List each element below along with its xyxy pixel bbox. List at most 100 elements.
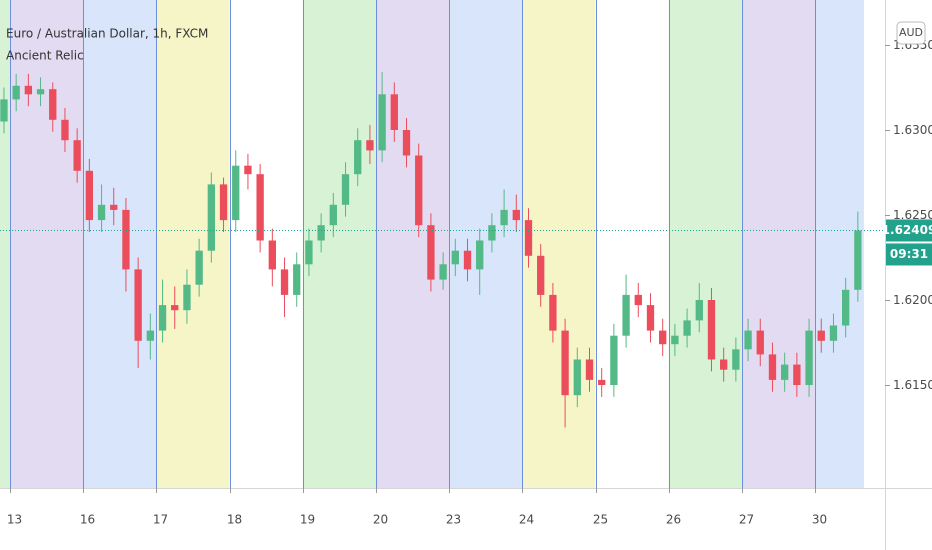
candle-body — [488, 225, 496, 241]
day-band — [741, 0, 816, 488]
candle-body — [85, 170, 94, 221]
x-tick-label: 18 — [227, 513, 242, 527]
x-tick-label: 30 — [812, 513, 827, 527]
candle-body — [829, 325, 838, 341]
chart-title: Euro / Australian Dollar, 1h, FXCM — [6, 27, 208, 41]
candle-body — [36, 89, 45, 95]
x-tick-label: 23 — [446, 513, 461, 527]
indicator-name: Ancient Relic — [6, 49, 84, 63]
candle-body — [232, 165, 240, 221]
candle-body — [744, 330, 752, 350]
candle-body — [183, 284, 191, 311]
candle-body — [622, 294, 630, 336]
y-tick-label: 1.61500 — [893, 378, 932, 392]
candle-body — [524, 220, 533, 256]
candle-body — [280, 269, 289, 295]
band-separators — [10, 0, 816, 488]
candle-body — [659, 330, 667, 345]
candle-body — [500, 209, 508, 226]
candle-body — [683, 320, 691, 336]
x-tick-label: 26 — [666, 513, 681, 527]
day-band — [229, 0, 303, 488]
day-band — [83, 0, 157, 488]
candle-body — [305, 240, 313, 265]
x-tick-label: 24 — [519, 513, 534, 527]
candle-body — [354, 140, 362, 175]
day-band — [522, 0, 596, 488]
candle-body — [707, 299, 716, 360]
candle-body — [146, 330, 155, 341]
candle-body — [134, 269, 142, 341]
candle-body — [0, 99, 8, 122]
last-price-label: 1.62409 — [882, 223, 932, 237]
candle-body — [207, 184, 215, 251]
countdown-label: 09:31 — [890, 247, 928, 261]
candle-body — [329, 204, 337, 226]
candle-body — [781, 364, 789, 380]
candle-body — [573, 359, 581, 396]
candle-body — [110, 204, 118, 210]
candle-body — [256, 174, 264, 241]
candle-body — [171, 305, 179, 311]
candle-body — [854, 230, 862, 290]
candles — [0, 72, 862, 428]
x-tick-label: 16 — [80, 513, 95, 527]
candle-body — [768, 354, 777, 380]
candle-body — [341, 174, 350, 205]
candle-body — [244, 165, 252, 175]
candle-body — [158, 305, 167, 331]
candle-body — [537, 255, 545, 295]
candle-body — [49, 89, 57, 120]
candle-body — [24, 85, 33, 95]
x-tick-label: 19 — [300, 513, 315, 527]
last-price-box — [886, 219, 932, 242]
candle-body — [12, 85, 20, 100]
candle-body — [598, 379, 606, 385]
candle-body — [793, 364, 801, 385]
candle-body — [415, 155, 423, 226]
y-tick-label: 1.62500 — [893, 208, 932, 222]
x-tick-label: 25 — [593, 513, 608, 527]
candle-body — [195, 250, 203, 285]
candle-body — [671, 335, 679, 345]
candle-body — [549, 294, 557, 331]
day-band — [595, 0, 669, 488]
candle-body — [634, 294, 642, 306]
background-bands — [0, 0, 864, 488]
y-tick-label: 1.62000 — [893, 293, 932, 307]
candle-body — [842, 289, 850, 326]
candle-body — [817, 330, 825, 341]
candle-body — [219, 184, 228, 221]
candle-body — [366, 140, 374, 151]
candle-body — [268, 240, 276, 270]
candle-body — [756, 330, 764, 355]
candle-body — [402, 129, 411, 156]
candle-body — [561, 330, 569, 396]
currency-label[interactable]: AUD — [899, 26, 923, 39]
candle-body — [390, 94, 398, 130]
candle-body — [695, 299, 703, 321]
countdown-box — [886, 243, 932, 266]
x-tick-label: 20 — [373, 513, 388, 527]
candle-body — [378, 94, 386, 151]
y-tick-label: 1.63000 — [893, 123, 932, 137]
day-band — [302, 0, 377, 488]
axes: 13 16 17 18 19 20 23 24 25 26 27 30 1.61500 1.62000 1.… — [0, 38, 932, 527]
candle-body — [732, 349, 740, 370]
day-band — [449, 0, 523, 488]
currency-button[interactable] — [896, 21, 926, 45]
candle-body — [427, 225, 435, 280]
candle-body — [476, 240, 484, 270]
x-tick-label: 13 — [7, 513, 22, 527]
candle-body — [97, 204, 106, 221]
candle-body — [610, 335, 618, 385]
candle-body — [122, 209, 130, 270]
day-band — [668, 0, 742, 488]
candle-body — [463, 250, 472, 270]
candle-body — [585, 359, 594, 380]
candle-body — [646, 305, 655, 331]
candle-body — [317, 225, 325, 241]
x-tick-label: 17 — [153, 513, 168, 527]
day-band — [376, 0, 450, 488]
